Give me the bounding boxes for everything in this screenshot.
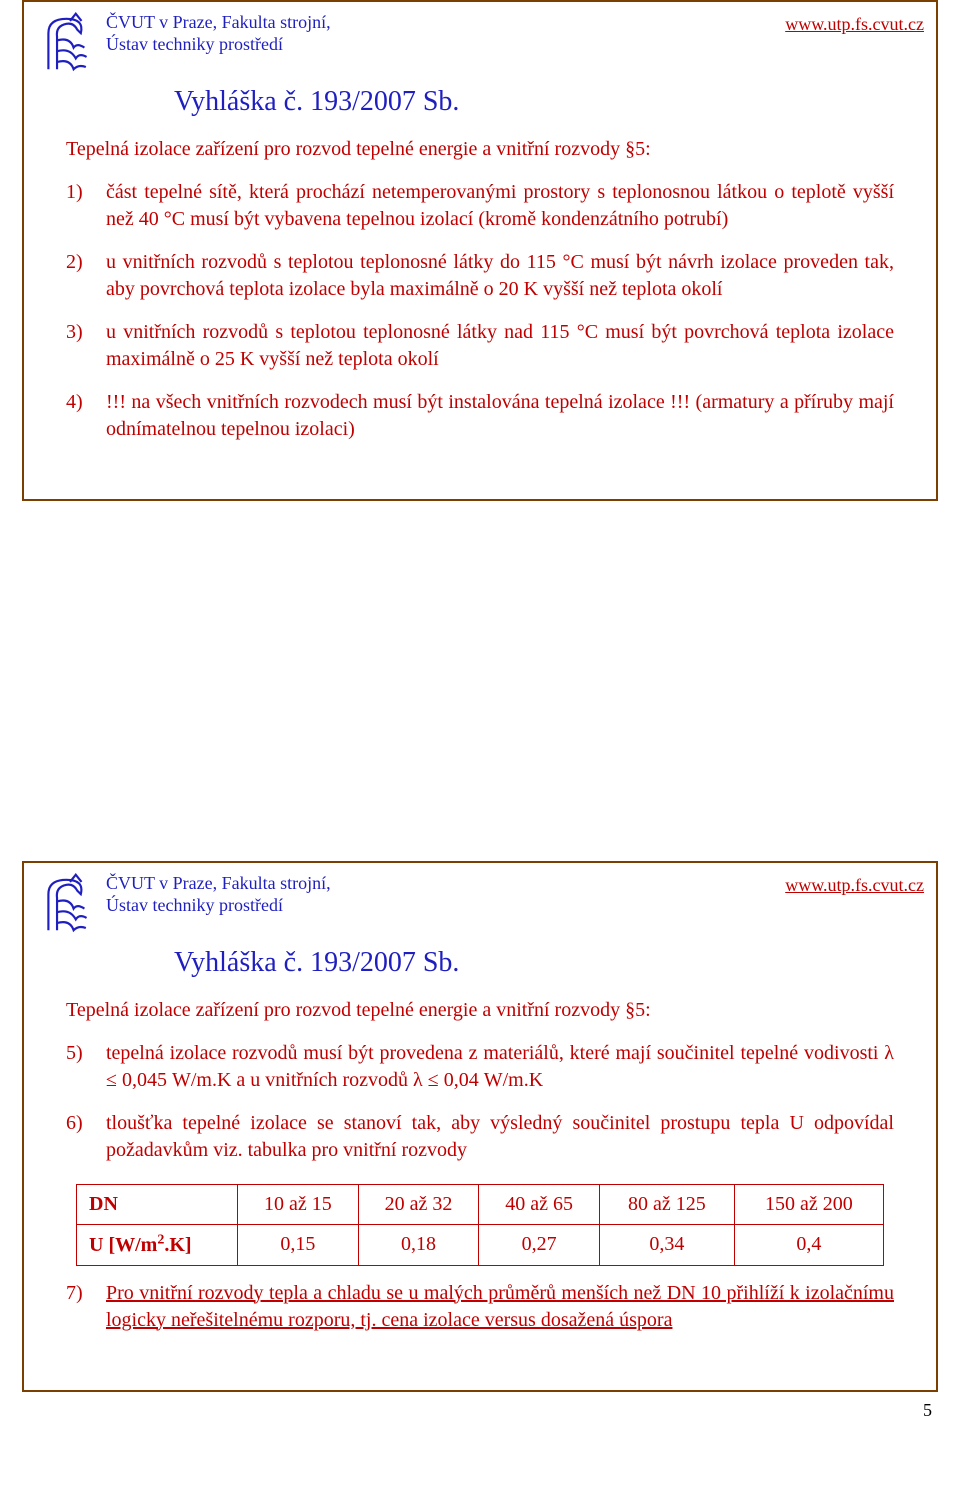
table-cell: 0,34 (599, 1225, 734, 1266)
item-text: tloušťka tepelné izolace se stanoví tak,… (106, 1110, 894, 1164)
slide-body: Tepelná izolace zařízení pro rozvod tepe… (24, 136, 936, 499)
slide-header: ČVUT v Praze, Fakulta strojní, Ústav tec… (24, 863, 936, 945)
slide-header: ČVUT v Praze, Fakulta strojní, Ústav tec… (24, 2, 936, 84)
lion-logo-icon (34, 8, 106, 80)
list-item: 5) tepelná izolace rozvodů musí být prov… (66, 1040, 894, 1094)
list-item: 3) u vnitřních rozvodů s teplotou teplon… (66, 319, 894, 373)
slide-body: Tepelná izolace zařízení pro rozvod tepe… (24, 997, 936, 1390)
item-text: u vnitřních rozvodů s teplotou teplonosn… (106, 319, 894, 373)
institution-line-1: ČVUT v Praze, Fakulta strojní, (106, 873, 331, 895)
section-heading: Tepelná izolace zařízení pro rozvod tepe… (66, 136, 894, 163)
table-cell: 0,15 (238, 1225, 359, 1266)
numbered-list-top: 5) tepelná izolace rozvodů musí být prov… (66, 1040, 894, 1164)
item-number: 2) (66, 249, 106, 276)
table-cell: 0,4 (734, 1225, 883, 1266)
table-row: DN 10 až 15 20 až 32 40 až 65 80 až 125 … (77, 1185, 884, 1225)
institution-line-2: Ústav techniky prostředí (106, 895, 331, 917)
page: ČVUT v Praze, Fakulta strojní, Ústav tec… (0, 0, 960, 1433)
page-number: 5 (0, 1392, 960, 1433)
header-text-block: ČVUT v Praze, Fakulta strojní, Ústav tec… (106, 869, 924, 916)
slide-title: Vyhláška č. 193/2007 Sb. (174, 86, 936, 118)
institution-line-1: ČVUT v Praze, Fakulta strojní, (106, 12, 331, 34)
slide-1: ČVUT v Praze, Fakulta strojní, Ústav tec… (22, 0, 938, 501)
slide-gap (0, 501, 960, 861)
table-header-cell: 80 až 125 (599, 1185, 734, 1225)
requirements-table: DN 10 až 15 20 až 32 40 až 65 80 až 125 … (76, 1184, 884, 1266)
institution-lines: ČVUT v Praze, Fakulta strojní, Ústav tec… (106, 12, 331, 55)
table-header-cell: 150 až 200 (734, 1185, 883, 1225)
list-item: 2) u vnitřních rozvodů s teplotou teplon… (66, 249, 894, 303)
item-number: 3) (66, 319, 106, 346)
item-text: u vnitřních rozvodů s teplotou teplonosn… (106, 249, 894, 303)
table-row-head: U [W/m2.K] (77, 1225, 238, 1266)
list-item: 4) !!! na všech vnitřních rozvodech musí… (66, 389, 894, 443)
slide-2: ČVUT v Praze, Fakulta strojní, Ústav tec… (22, 861, 938, 1392)
list-item: 6) tloušťka tepelné izolace se stanoví t… (66, 1110, 894, 1164)
row-head-text: U [W/m2.K] (89, 1234, 192, 1256)
item-number: 7) (66, 1280, 106, 1307)
table-header-cell: 20 až 32 (358, 1185, 479, 1225)
item-text: část tepelné sítě, která prochází netemp… (106, 179, 894, 233)
table-cell: 0,18 (358, 1225, 479, 1266)
item-number: 5) (66, 1040, 106, 1067)
table-header-cell: 10 až 15 (238, 1185, 359, 1225)
lion-logo-icon (34, 869, 106, 941)
table-header-cell: 40 až 65 (479, 1185, 600, 1225)
item-number: 4) (66, 389, 106, 416)
numbered-list: 1) část tepelné sítě, která prochází net… (66, 179, 894, 443)
item-number: 6) (66, 1110, 106, 1137)
list-item: 7) Pro vnitřní rozvody tepla a chladu se… (66, 1280, 894, 1334)
header-link[interactable]: www.utp.fs.cvut.cz (785, 12, 924, 35)
header-link[interactable]: www.utp.fs.cvut.cz (785, 873, 924, 896)
item-text: tepelná izolace rozvodů musí být provede… (106, 1040, 894, 1094)
institution-line-2: Ústav techniky prostředí (106, 34, 331, 56)
item-text: !!! na všech vnitřních rozvodech musí bý… (106, 389, 894, 443)
table-header-cell: DN (77, 1185, 238, 1225)
slide-title: Vyhláška č. 193/2007 Sb. (174, 947, 936, 979)
item-number: 1) (66, 179, 106, 206)
item-text: Pro vnitřní rozvody tepla a chladu se u … (106, 1280, 894, 1334)
table-row: U [W/m2.K] 0,15 0,18 0,27 0,34 0,4 (77, 1225, 884, 1266)
list-item: 1) část tepelné sítě, která prochází net… (66, 179, 894, 233)
item-text-inner: tloušťka tepelné izolace se stanoví tak,… (106, 1112, 894, 1161)
section-heading: Tepelná izolace zařízení pro rozvod tepe… (66, 997, 894, 1024)
institution-lines: ČVUT v Praze, Fakulta strojní, Ústav tec… (106, 873, 331, 916)
table-cell: 0,27 (479, 1225, 600, 1266)
header-text-block: ČVUT v Praze, Fakulta strojní, Ústav tec… (106, 8, 924, 55)
numbered-list-bottom: 7) Pro vnitřní rozvody tepla a chladu se… (66, 1280, 894, 1334)
